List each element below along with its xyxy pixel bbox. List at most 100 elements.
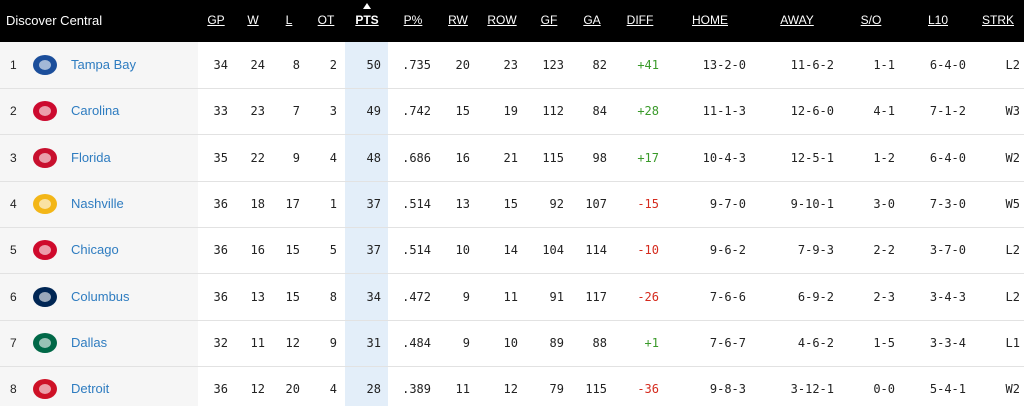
column-header[interactable]: HOME [692, 13, 728, 27]
stat-cell: -36 [637, 382, 659, 397]
stat-cell: 9 [462, 335, 470, 350]
stat-cell: 22 [250, 150, 265, 165]
column-header[interactable]: DIFF [626, 13, 654, 27]
column-header[interactable]: RW [448, 13, 468, 27]
stat-cell: 13 [455, 196, 470, 211]
stat-cell: 19 [503, 104, 518, 119]
stat-cell: 115 [585, 382, 607, 397]
stat-cell: 14 [503, 243, 518, 258]
team-name[interactable]: Tampa Bay [71, 57, 137, 72]
table-title: Discover Central [6, 13, 103, 28]
team-logo [33, 147, 57, 168]
team-name[interactable]: Columbus [71, 288, 130, 304]
stat-cell: 3-4-3 [929, 289, 966, 304]
stat-cell: -10 [637, 243, 659, 258]
stat-cell: 79 [549, 382, 564, 397]
stat-cell: 3-12-1 [790, 382, 834, 397]
stat-cell: 0-0 [873, 382, 895, 397]
stat-cell: 98 [592, 150, 607, 165]
column-header[interactable]: ROW [487, 13, 517, 27]
rank: 4 [10, 196, 17, 211]
table-row: 6 Columbus 36 13 15 8 34 .472 9 11 91 117 -26 7-6-6 6-… [0, 274, 1024, 321]
stat-cell: 3 [329, 104, 337, 119]
team-name[interactable]: Nashville [71, 195, 124, 211]
stat-cell: 3-7-0 [929, 243, 966, 258]
stat-cell: 36 [213, 382, 228, 397]
team-name[interactable]: Dallas [71, 334, 108, 350]
stat-cell: +1 [644, 335, 659, 350]
stat-cell: +28 [637, 104, 659, 119]
stat-cell: 10 [455, 243, 470, 258]
stat-cell: 10-4-3 [702, 150, 746, 165]
team-name[interactable]: Detroit [71, 381, 110, 397]
rank: 5 [10, 243, 17, 258]
stat-cell: 11 [250, 335, 265, 350]
stat-cell: 3-0 [873, 196, 895, 211]
stat-cell: -15 [637, 196, 659, 211]
stat-cell: 15 [285, 289, 300, 304]
stat-cell: 12-6-0 [790, 104, 834, 119]
stat-cell: 9 [329, 335, 337, 350]
stat-cell: 11-1-3 [702, 104, 746, 119]
stat-cell: 1-5 [873, 335, 895, 350]
stat-cell: 2-2 [873, 243, 895, 258]
stat-cell: +17 [637, 150, 659, 165]
stat-cell: 17 [285, 196, 300, 211]
stat-cell: 1-1 [873, 58, 895, 72]
stat-cell: 89 [549, 335, 564, 350]
stat-cell: 20 [455, 58, 470, 72]
column-header[interactable]: GF [540, 13, 558, 27]
column-header[interactable]: L10 [927, 13, 949, 27]
column-header[interactable]: PTS [355, 13, 379, 27]
stat-cell: 28 [366, 382, 381, 397]
stat-cell: .389 [402, 382, 431, 397]
column-header[interactable]: AWAY [780, 13, 814, 27]
table-row: 5 Chicago 36 16 15 5 37 .514 10 14 104 114 -10 9-6-2 7… [0, 227, 1024, 275]
stat-cell: 7-3-0 [929, 196, 966, 211]
table-row: 4 Nashville 36 18 17 1 37 .514 13 15 92 107 -15 9-7-0… [0, 181, 1024, 228]
stat-cell: 13 [250, 289, 265, 304]
team-name[interactable]: Chicago [71, 242, 119, 258]
stat-cell: 12 [285, 335, 300, 350]
team-logo [33, 55, 57, 75]
stat-cell: 88 [592, 335, 607, 350]
stat-cell: 16 [250, 243, 265, 258]
rank: 2 [10, 104, 17, 119]
stat-cell: 12 [503, 382, 518, 397]
stat-cell: 2-3 [873, 289, 895, 304]
stat-cell: 37 [366, 196, 381, 211]
stat-cell: 6-4-0 [929, 58, 966, 72]
stat-cell: 36 [213, 196, 228, 211]
table-row: 2 Carolina 33 23 7 3 49 .742 15 19 112 84 +28 11-1-3 1… [0, 88, 1024, 136]
team-name[interactable]: Carolina [71, 103, 120, 119]
stat-cell: W2 [1005, 382, 1020, 397]
table-row: 3 Florida 35 22 9 4 48 .686 16 21 115 98 +17 10-4-3 12… [0, 135, 1024, 182]
stat-cell: 9 [292, 150, 300, 165]
stat-cell: 5 [329, 243, 337, 258]
column-header[interactable]: P% [403, 13, 423, 27]
team-logo [33, 286, 57, 307]
column-header[interactable]: OT [317, 13, 335, 27]
team-logo [33, 101, 57, 122]
column-header[interactable]: S/O [860, 13, 882, 27]
column-header[interactable]: GP [207, 13, 225, 27]
stat-cell: 107 [585, 196, 607, 211]
column-header[interactable]: W [247, 13, 259, 27]
stat-cell: 34 [213, 58, 228, 72]
stat-cell: 50 [366, 58, 381, 72]
column-header[interactable]: L [285, 13, 293, 27]
team-name[interactable]: Florida [71, 149, 111, 165]
stat-cell: 18 [250, 196, 265, 211]
stat-cell: L2 [1005, 58, 1020, 72]
stat-cell: 13-2-0 [702, 58, 746, 72]
stat-cell: 114 [585, 243, 607, 258]
column-header[interactable]: STRK [981, 13, 1015, 27]
stat-cell: .484 [402, 335, 431, 350]
column-header[interactable]: GA [583, 13, 601, 27]
stat-cell: 23 [250, 104, 265, 119]
rank: 3 [10, 150, 17, 165]
stat-cell: +41 [637, 58, 659, 72]
team-logo [33, 332, 57, 353]
team-logo [33, 240, 57, 261]
